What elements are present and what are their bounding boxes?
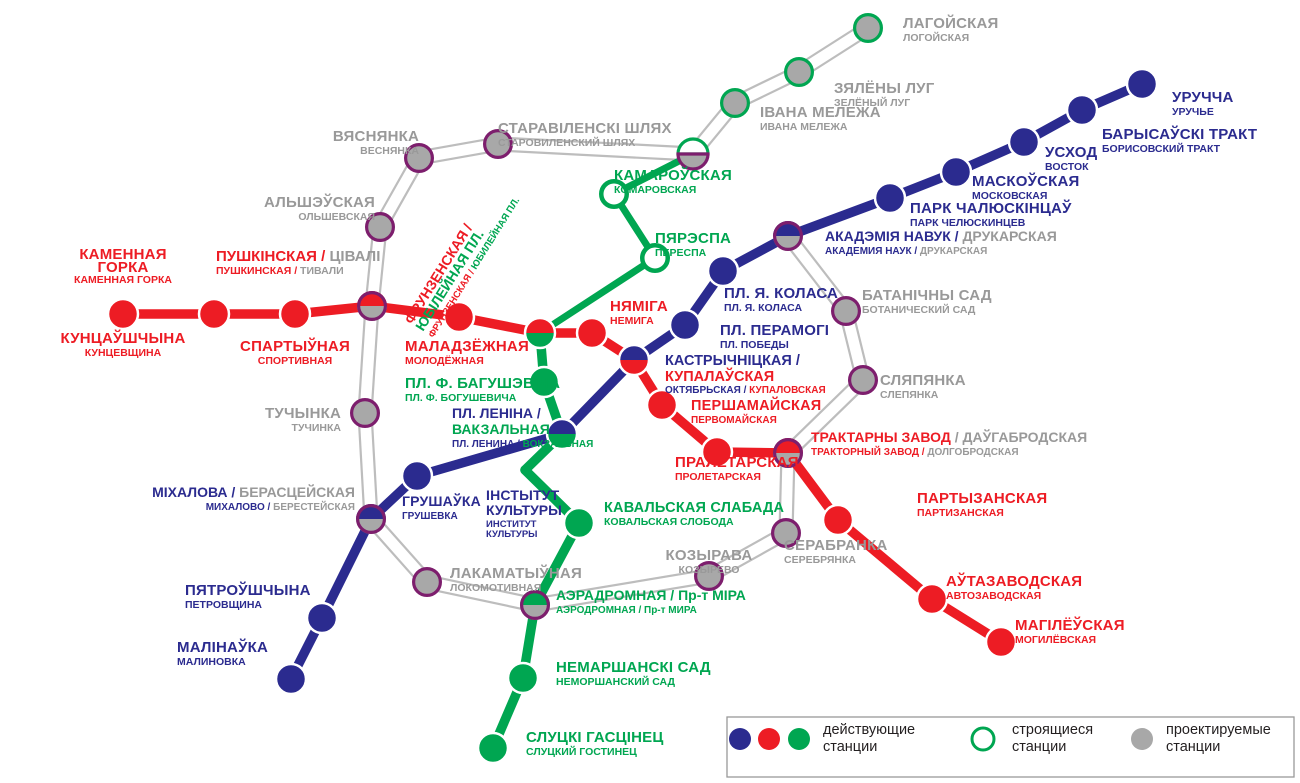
svg-text:КУНЦАЎШЧЫНА: КУНЦАЎШЧЫНА xyxy=(61,329,186,347)
svg-text:ПЕРЕСПА: ПЕРЕСПА xyxy=(655,247,707,259)
svg-text:ВАКЗАЛЬНАЯ: ВАКЗАЛЬНАЯ xyxy=(452,421,550,437)
svg-text:МОГИЛЁВСКАЯ: МОГИЛЁВСКАЯ xyxy=(1015,633,1096,646)
svg-text:НЕМОРШАНСКИЙ САД: НЕМОРШАНСКИЙ САД xyxy=(556,675,676,688)
svg-text:ПУШКИНСКАЯ / ТИВАЛИ: ПУШКИНСКАЯ / ТИВАЛИ xyxy=(216,265,344,277)
svg-text:АЭРОДРОМНАЯ / Пр-т МИРА: АЭРОДРОМНАЯ / Пр-т МИРА xyxy=(556,605,697,616)
svg-text:ІВАНА МЕЛЕЖА: ІВАНА МЕЛЕЖА xyxy=(760,104,881,121)
svg-text:ПАРК ЧАЛЮСКІНЦАЎ: ПАРК ЧАЛЮСКІНЦАЎ xyxy=(910,199,1072,217)
svg-text:ПЛ. ЛЕНІНА /: ПЛ. ЛЕНІНА / xyxy=(452,405,541,421)
svg-text:МАЛІНАЎКА: МАЛІНАЎКА xyxy=(177,638,268,656)
svg-text:КАВАЛЬСКАЯ СЛАБАДА: КАВАЛЬСКАЯ СЛАБАДА xyxy=(604,500,785,516)
svg-text:ЗЯЛЁНЫ ЛУГ: ЗЯЛЁНЫ ЛУГ xyxy=(834,80,935,97)
svg-text:проектируемые: проектируемые xyxy=(1166,722,1271,738)
svg-text:ПУШКІНСКАЯ / ЦІВАЛІ: ПУШКІНСКАЯ / ЦІВАЛІ xyxy=(216,248,380,265)
svg-text:ТУЧЫНКА: ТУЧЫНКА xyxy=(265,405,341,422)
svg-text:УРУЧЬЕ: УРУЧЬЕ xyxy=(1172,106,1214,118)
svg-text:БОРИСОВСКИЙ ТРАКТ: БОРИСОВСКИЙ ТРАКТ xyxy=(1102,142,1221,155)
svg-text:СТАРАВІЛЕНСКІ ШЛЯХ: СТАРАВІЛЕНСКІ ШЛЯХ xyxy=(498,120,672,137)
svg-text:МАЛАДЗЁЖНАЯ: МАЛАДЗЁЖНАЯ xyxy=(405,338,529,355)
svg-text:ПЕТРОВЩИНА: ПЕТРОВЩИНА xyxy=(185,599,262,611)
svg-text:ПЛ. Ф. БОГУШЕВИЧА: ПЛ. Ф. БОГУШЕВИЧА xyxy=(405,392,517,404)
svg-text:ТРАКТАРНЫ ЗАВОД / ДАЎГАБРОДСКА: ТРАКТАРНЫ ЗАВОД / ДАЎГАБРОДСКАЯ xyxy=(811,428,1087,445)
svg-text:ПЛ. Я. КОЛАСА: ПЛ. Я. КОЛАСА xyxy=(724,302,802,314)
svg-text:ПЛ. ЛЕНИНА / ВОКЗАЛЬНАЯ: ПЛ. ЛЕНИНА / ВОКЗАЛЬНАЯ xyxy=(452,439,593,450)
svg-text:СЕРЕБРЯНКА: СЕРЕБРЯНКА xyxy=(784,554,856,566)
svg-text:ПРОЛЕТАРСКАЯ: ПРОЛЕТАРСКАЯ xyxy=(675,471,761,483)
svg-text:станции: станции xyxy=(1012,739,1066,755)
svg-text:КУЛЬТУРЫ: КУЛЬТУРЫ xyxy=(486,529,537,540)
svg-text:СЛЕПЯНКА: СЛЕПЯНКА xyxy=(880,389,939,401)
svg-text:ЛОГОЙСКАЯ: ЛОГОЙСКАЯ xyxy=(903,31,969,44)
svg-text:ОЛЬШЕВСКАЯ: ОЛЬШЕВСКАЯ xyxy=(298,211,375,223)
svg-text:КУПАЛАЎСКАЯ: КУПАЛАЎСКАЯ xyxy=(665,367,774,385)
svg-text:ПЕРШАМАЙСКАЯ: ПЕРШАМАЙСКАЯ xyxy=(691,396,821,414)
svg-text:СЛЯПЯНКА: СЛЯПЯНКА xyxy=(880,372,966,389)
svg-text:МАГІЛЁЎСКАЯ: МАГІЛЁЎСКАЯ xyxy=(1015,616,1125,634)
svg-text:станции: станции xyxy=(1166,739,1220,755)
svg-text:КУЛЬТУРЫ: КУЛЬТУРЫ xyxy=(486,502,562,518)
svg-text:НЕМИГА: НЕМИГА xyxy=(610,315,654,327)
svg-text:ТУЧИНКА: ТУЧИНКА xyxy=(292,422,342,434)
svg-text:СЛУЦКІ ГАСЦІНЕЦ: СЛУЦКІ ГАСЦІНЕЦ xyxy=(526,729,664,746)
svg-text:КОВАЛЬСКАЯ СЛОБОДА: КОВАЛЬСКАЯ СЛОБОДА xyxy=(604,516,734,528)
svg-text:ПЛ. ПЕРАМОГІ: ПЛ. ПЕРАМОГІ xyxy=(720,322,829,339)
svg-text:ГРУШЕВКА: ГРУШЕВКА xyxy=(402,511,458,522)
svg-text:ИВАНА МЕЛЕЖА: ИВАНА МЕЛЕЖА xyxy=(760,121,848,133)
svg-text:АВТОЗАВОДСКАЯ: АВТОЗАВОДСКАЯ xyxy=(946,590,1041,602)
svg-text:ЛАГОЙСКАЯ: ЛАГОЙСКАЯ xyxy=(903,14,999,32)
svg-text:СЕРАБРАНКА: СЕРАБРАНКА xyxy=(784,537,887,554)
svg-text:УСХОД: УСХОД xyxy=(1045,144,1097,161)
svg-text:МАСКОЎСКАЯ: МАСКОЎСКАЯ xyxy=(972,172,1080,190)
svg-text:ЛАКАМАТЫЎНАЯ: ЛАКАМАТЫЎНАЯ xyxy=(450,564,582,582)
svg-text:СТАРОВИЛЕНСКИЙ ШЛЯХ: СТАРОВИЛЕНСКИЙ ШЛЯХ xyxy=(498,136,635,149)
svg-text:действующие: действующие xyxy=(823,722,915,738)
svg-text:ПРАЛЕТАРСКАЯ: ПРАЛЕТАРСКАЯ xyxy=(675,454,799,471)
svg-text:АЎТАЗАВОДСКАЯ: АЎТАЗАВОДСКАЯ xyxy=(946,572,1082,590)
svg-text:ВОСТОК: ВОСТОК xyxy=(1045,161,1089,173)
svg-text:ВЯСНЯНКА: ВЯСНЯНКА xyxy=(333,128,419,145)
svg-text:ПАРТИЗАНСКАЯ: ПАРТИЗАНСКАЯ xyxy=(917,507,1004,519)
svg-text:ЛОКОМОТИВНАЯ: ЛОКОМОТИВНАЯ xyxy=(450,582,541,594)
svg-text:ПАРТЫЗАНСКАЯ: ПАРТЫЗАНСКАЯ xyxy=(917,490,1047,507)
svg-text:КАСТРЫЧНІЦКАЯ /: КАСТРЫЧНІЦКАЯ / xyxy=(665,353,800,369)
svg-text:ІНСТЫТУТ: ІНСТЫТУТ xyxy=(486,487,560,503)
svg-text:ПЯРЭСПА: ПЯРЭСПА xyxy=(655,230,731,247)
svg-text:АКАДЭМІЯ НАВУК / ДРУКАРСКАЯ: АКАДЭМІЯ НАВУК / ДРУКАРСКАЯ xyxy=(825,228,1057,244)
svg-text:КОМАРОВСКАЯ: КОМАРОВСКАЯ xyxy=(614,184,696,196)
svg-text:СПАРТЫЎНАЯ: СПАРТЫЎНАЯ xyxy=(240,337,350,355)
svg-text:БОТАНИЧЕСКИЙ САД: БОТАНИЧЕСКИЙ САД xyxy=(862,303,976,316)
svg-text:АЛЬШЭЎСКАЯ: АЛЬШЭЎСКАЯ xyxy=(264,193,375,211)
svg-text:ПЛ. Я. КОЛАСА: ПЛ. Я. КОЛАСА xyxy=(724,285,838,302)
svg-text:НЕМАРШАНСКІ САД: НЕМАРШАНСКІ САД xyxy=(556,659,711,676)
svg-text:МАЛИНОВКА: МАЛИНОВКА xyxy=(177,656,246,668)
svg-text:СЛУЦКИЙ ГОСТИНЕЦ: СЛУЦКИЙ ГОСТИНЕЦ xyxy=(526,745,637,758)
svg-text:БАРЫСАЎСКІ ТРАКТ: БАРЫСАЎСКІ ТРАКТ xyxy=(1102,125,1257,143)
svg-text:ГРУШАЎКА: ГРУШАЎКА xyxy=(402,492,481,509)
svg-text:ВЕСНЯНКА: ВЕСНЯНКА xyxy=(360,145,419,157)
svg-text:ПЕРВОМАЙСКАЯ: ПЕРВОМАЙСКАЯ xyxy=(691,413,777,426)
svg-text:АКАДЕМИЯ НАУК / ДРУКАРСКАЯ: АКАДЕМИЯ НАУК / ДРУКАРСКАЯ xyxy=(825,246,987,257)
svg-text:станции: станции xyxy=(823,739,877,755)
svg-text:БАТАНІЧНЫ САД: БАТАНІЧНЫ САД xyxy=(862,287,992,304)
svg-text:КУНЦЕВЩИНА: КУНЦЕВЩИНА xyxy=(85,347,162,359)
svg-text:КОЗЫРАВА: КОЗЫРАВА xyxy=(666,547,753,564)
svg-text:КОЗЫРЕВО: КОЗЫРЕВО xyxy=(679,564,740,576)
svg-text:ПЯТРОЎШЧЫНА: ПЯТРОЎШЧЫНА xyxy=(185,581,311,599)
svg-text:МІХАЛОВА / БЕРАСЦЕЙСКАЯ: МІХАЛОВА / БЕРАСЦЕЙСКАЯ xyxy=(152,483,355,500)
svg-text:строящиеся: строящиеся xyxy=(1012,722,1093,738)
svg-text:УРУЧЧА: УРУЧЧА xyxy=(1172,89,1234,106)
svg-text:ОКТЯБРЬСКАЯ / КУПАЛОВСКАЯ: ОКТЯБРЬСКАЯ / КУПАЛОВСКАЯ xyxy=(665,385,826,396)
svg-text:МИХАЛОВО / БЕРЕСТЕЙСКАЯ: МИХАЛОВО / БЕРЕСТЕЙСКАЯ xyxy=(206,500,355,513)
svg-text:МОЛОДЁЖНАЯ: МОЛОДЁЖНАЯ xyxy=(405,354,484,367)
svg-text:ПЛ. ПОБЕДЫ: ПЛ. ПОБЕДЫ xyxy=(720,339,789,351)
svg-text:НЯМІГА: НЯМІГА xyxy=(610,298,668,315)
svg-text:КАМЕННАЯ ГОРКА: КАМЕННАЯ ГОРКА xyxy=(74,274,172,286)
svg-text:ПЛ. Ф. БАГУШЭВІЧА: ПЛ. Ф. БАГУШЭВІЧА xyxy=(405,375,560,392)
svg-text:КАМАРОЎСКАЯ: КАМАРОЎСКАЯ xyxy=(614,166,732,184)
svg-text:ТРАКТОРНЫЙ ЗАВОД / ДОЛГОБРОДСК: ТРАКТОРНЫЙ ЗАВОД / ДОЛГОБРОДСКАЯ xyxy=(811,445,1019,458)
svg-text:АЭРАДРОМНАЯ / Пр-т МІРА: АЭРАДРОМНАЯ / Пр-т МІРА xyxy=(556,587,746,603)
svg-text:СПОРТИВНАЯ: СПОРТИВНАЯ xyxy=(258,355,332,367)
